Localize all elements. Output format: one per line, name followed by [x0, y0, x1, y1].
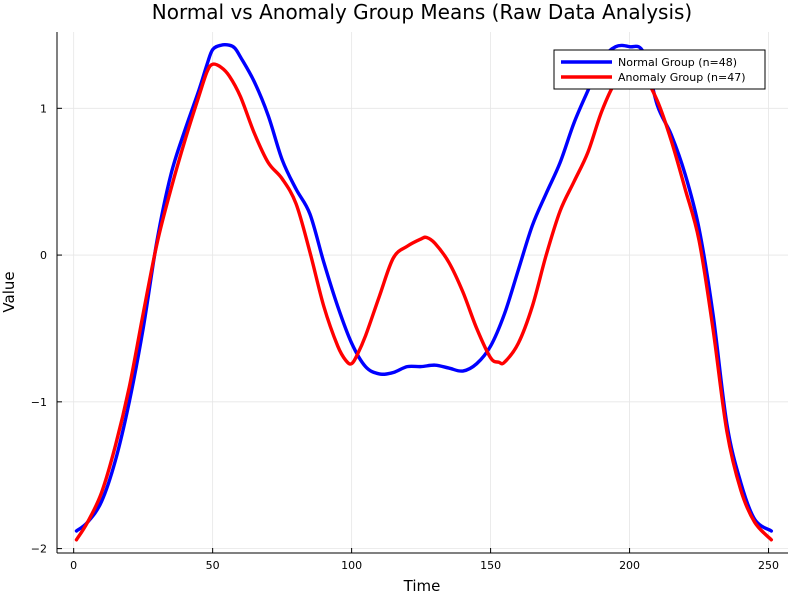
legend-label-normal: Normal Group (n=48): [618, 56, 737, 69]
ticks: 0 50 100 150 200 250 −2 −1 0 1: [31, 102, 779, 572]
x-tick-label: 200: [619, 559, 640, 572]
y-axis-title: Value: [0, 271, 18, 312]
y-tick-label: 1: [40, 102, 47, 115]
x-tick-label: 100: [341, 559, 362, 572]
axes: [56, 32, 788, 554]
x-tick-label: 50: [206, 559, 220, 572]
x-tick-label: 0: [70, 559, 77, 572]
plot-area: [57, 32, 788, 553]
y-tick-label: 0: [40, 249, 47, 262]
x-axis-title: Time: [403, 577, 441, 595]
x-tick-label: 150: [480, 559, 501, 572]
legend-label-anomaly: Anomaly Group (n=47): [618, 71, 746, 84]
y-tick-label: −2: [31, 543, 47, 556]
chart-title: Normal vs Anomaly Group Means (Raw Data …: [152, 0, 692, 24]
legend-box: [553, 49, 766, 90]
y-tick-label: −1: [31, 396, 47, 409]
grid: [57, 32, 788, 553]
x-tick-label: 250: [758, 559, 779, 572]
legend: Normal Group (n=48) Anomaly Group (n=47): [553, 49, 766, 90]
